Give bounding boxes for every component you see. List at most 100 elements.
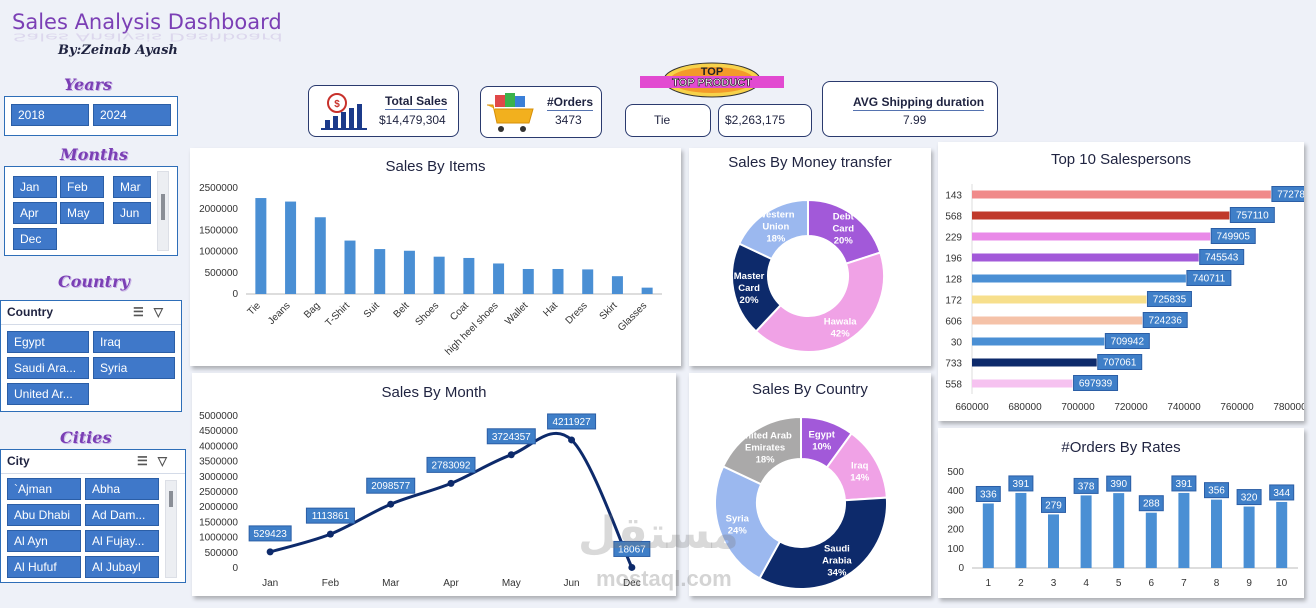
y-tick-label: 2500000 <box>199 183 238 194</box>
slice-western-union <box>737 198 809 261</box>
city-button-al-fujayrah[interactable]: Al Fujay... <box>85 530 159 552</box>
country-button-iraq[interactable]: Iraq <box>93 331 175 353</box>
bar-Wallet <box>522 268 534 294</box>
shopping-cart-icon <box>487 93 534 132</box>
y-tick-label: 500000 <box>205 548 239 559</box>
data-label: 391 <box>1176 479 1193 490</box>
cities-slicer: City ☰▽ `Ajman Abha Abu Dhabi Ad Dam... … <box>0 449 186 583</box>
sales-by-month-title: Sales By Month <box>381 384 487 401</box>
sales-by-items-chart: 0 500000 1000000 1500000 2000000 2500000 Tie Je… <box>199 183 662 358</box>
x-tick-label: 2 <box>1018 578 1024 589</box>
y-tick-label: 500 <box>947 467 964 478</box>
point-Mar <box>387 500 395 508</box>
year-button-2018[interactable]: 2018 <box>11 104 89 126</box>
country-button-uae[interactable]: United Ar... <box>7 383 89 405</box>
data-label: 745543 <box>1205 253 1239 264</box>
years-slicer: 2018 2024 <box>4 96 178 136</box>
orders-by-rates-title: #Orders By Rates <box>1061 439 1181 456</box>
x-tick-label: Shoes <box>413 300 441 328</box>
city-button-abu-dhabi[interactable]: Abu Dhabi <box>7 504 81 526</box>
city-button-ajman[interactable]: `Ajman <box>7 478 81 500</box>
top-product-badge: TOP TOP PRODUCT <box>640 62 784 98</box>
country-button-syria[interactable]: Syria <box>93 357 175 379</box>
x-tick-label: Feb <box>322 578 340 589</box>
bar-Tie <box>255 198 267 294</box>
slice-label: Debt <box>833 211 855 222</box>
month-button-jun[interactable]: Jun <box>113 202 151 224</box>
slicer-filter-icons[interactable]: ☰▽ <box>137 454 177 468</box>
y-tick-label: 500000 <box>205 268 239 279</box>
top-product-value: $2,263,175 <box>725 113 786 127</box>
x-tick-label: Dress <box>564 300 590 326</box>
city-button-ad-dammam[interactable]: Ad Dam... <box>85 504 159 526</box>
bar-high heel shoes <box>493 263 505 294</box>
months-scrollbar[interactable] <box>157 171 169 251</box>
top-salespersons-title: Top 10 Salespersons <box>1050 151 1192 168</box>
top-product-value-card: $2,263,175 <box>718 104 812 137</box>
data-label-box <box>1171 475 1197 492</box>
sales-by-country-title: Sales By Country <box>752 381 868 398</box>
slice-hawala <box>754 251 885 353</box>
country-button-egypt[interactable]: Egypt <box>7 331 89 353</box>
x-tick-label: Jeans <box>266 300 293 327</box>
month-button-may[interactable]: May <box>60 202 104 224</box>
y-tick-label: 400 <box>947 486 964 497</box>
y-tick-label: 3500000 <box>199 457 238 468</box>
year-button-2024[interactable]: 2024 <box>93 104 171 126</box>
author-signature: By:Zeinab Ayash <box>58 43 178 58</box>
top-product-name-card: Tie <box>625 104 711 137</box>
city-button-al-jubayl[interactable]: Al Jubayl <box>85 556 159 578</box>
shipping-label: AVG Shipping duration <box>853 95 985 111</box>
data-label-box <box>1041 496 1066 513</box>
slice-label: 34% <box>827 568 847 579</box>
slice-label: Saudi <box>824 544 850 555</box>
point-May <box>507 451 515 459</box>
data-label-box <box>1199 249 1245 265</box>
month-button-apr[interactable]: Apr <box>13 202 57 224</box>
data-label: 709942 <box>1111 337 1145 348</box>
bar-rate-8 <box>1211 499 1222 568</box>
cities-scrollbar[interactable] <box>165 480 177 578</box>
city-button-al-hufuf[interactable]: Al Hufuf <box>7 556 81 578</box>
x-tick-label: Dec <box>623 578 641 589</box>
x-tick-label: 8 <box>1214 578 1220 589</box>
y-tick-label: 30 <box>951 338 963 349</box>
x-tick-label: 10 <box>1276 578 1288 589</box>
bar-salesperson-143 <box>972 190 1271 199</box>
month-button-jan[interactable]: Jan <box>13 176 57 198</box>
month-button-dec[interactable]: Dec <box>13 228 57 250</box>
slice-label: 14% <box>850 473 870 484</box>
data-label: 391 <box>1013 479 1030 490</box>
total-sales-card: $ Total Sales $14,479,304 <box>308 85 459 137</box>
total-sales-value: $14,479,304 <box>379 113 446 127</box>
x-tick-label: 760000 <box>1220 402 1254 413</box>
data-label: 288 <box>1143 499 1160 510</box>
data-label: 725835 <box>1153 295 1187 306</box>
slice-label: 20% <box>834 235 854 246</box>
month-button-mar[interactable]: Mar <box>113 176 151 198</box>
dashboard-title: Sales Analysis Dashboard <box>12 10 282 34</box>
data-label-box <box>613 540 651 557</box>
data-label: 279 <box>1045 500 1062 511</box>
city-button-al-ayn[interactable]: Al Ayn <box>7 530 81 552</box>
point-Feb <box>326 530 334 538</box>
slice-label: Master <box>734 271 765 282</box>
month-button-feb[interactable]: Feb <box>60 176 104 198</box>
data-label-box <box>1008 475 1034 492</box>
data-label: 356 <box>1208 486 1225 497</box>
bar-salesperson-558 <box>972 379 1073 388</box>
orders-by-rates-chart: 0 100 200 300 400 500 336 1 391 2 279 3 378 4 390 5 288 6… <box>947 467 1298 589</box>
country-button-saudi-arabia[interactable]: Saudi Ara... <box>7 357 89 379</box>
sales-by-month-panel: Sales By Month 0 500000 1000000 1500000 2000… <box>192 373 676 596</box>
bar-rate-1 <box>982 503 994 568</box>
orders-value: 3473 <box>555 113 582 127</box>
data-label-box <box>1204 482 1229 499</box>
svg-text:$: $ <box>334 99 340 110</box>
y-tick-label: 568 <box>945 212 962 223</box>
country-slicer: Country ☰▽ Egypt Iraq Saudi Ara... Syria… <box>0 300 182 412</box>
bar-Skirt <box>611 276 623 294</box>
slice-label: 18% <box>756 454 776 465</box>
city-button-abha[interactable]: Abha <box>85 478 159 500</box>
sales-by-money-chart: DebtCard20%Hawala42%MasterCard20%Western… <box>731 198 885 353</box>
slicer-filter-icons[interactable]: ☰▽ <box>133 305 173 319</box>
